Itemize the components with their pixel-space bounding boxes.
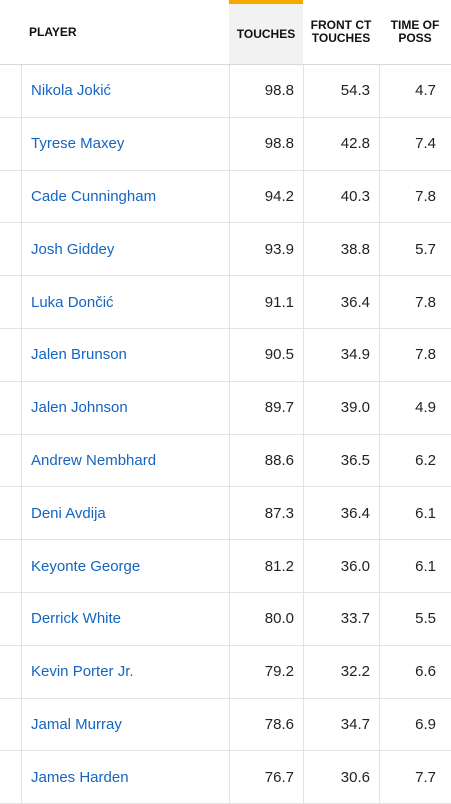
- table-row: Derrick White 80.0 33.7 5.5: [0, 592, 451, 646]
- time-of-poss-value: 6.1: [379, 487, 436, 540]
- front-ct-touches-value: 36.0: [303, 540, 370, 592]
- player-link[interactable]: Andrew Nembhard: [31, 451, 157, 469]
- touches-value: 98.8: [229, 65, 294, 117]
- time-of-poss-value: 6.1: [379, 540, 436, 592]
- table-row: Andrew Nembhard 88.6 36.5 6.2: [0, 434, 451, 488]
- player-link[interactable]: Jamal Murray: [31, 715, 122, 733]
- player-link[interactable]: Cade Cunningham: [31, 187, 157, 205]
- touches-value: 80.0: [229, 592, 294, 645]
- touches-value: 94.2: [229, 170, 294, 223]
- player-link[interactable]: Derrick White: [31, 610, 122, 628]
- time-of-poss-value: 5.5: [379, 592, 436, 645]
- front-ct-touches-value: 32.2: [303, 645, 370, 698]
- front-ct-touches-value: 34.9: [303, 328, 370, 381]
- time-of-poss-value: 7.8: [379, 170, 436, 223]
- player-link[interactable]: Keyonte George: [31, 557, 141, 575]
- touches-value: 87.3: [229, 487, 294, 540]
- touches-value: 88.6: [229, 434, 294, 487]
- touches-value: 90.5: [229, 328, 294, 381]
- front-ct-touches-value: 33.7: [303, 592, 370, 645]
- touches-value: 76.7: [229, 751, 294, 804]
- column-header-player[interactable]: PLAYER: [29, 24, 77, 39]
- touches-value: 89.7: [229, 381, 294, 434]
- player-link[interactable]: Kevin Porter Jr.: [31, 663, 134, 681]
- column-header-touches[interactable]: TOUCHES: [229, 0, 303, 64]
- time-of-poss-value: 7.7: [379, 751, 436, 804]
- player-link[interactable]: Nikola Jokić: [31, 82, 112, 100]
- time-of-poss-value: 6.9: [379, 698, 436, 751]
- time-of-poss-value: 7.4: [379, 117, 436, 170]
- player-link[interactable]: Josh Giddey: [31, 240, 115, 258]
- player-link[interactable]: Deni Avdija: [31, 504, 106, 522]
- table-row: Kevin Porter Jr. 79.2 32.2 6.6: [0, 645, 451, 699]
- touches-value: 91.1: [229, 276, 294, 328]
- table-row: Cade Cunningham 94.2 40.3 7.8: [0, 170, 451, 224]
- player-link[interactable]: Jalen Johnson: [31, 399, 128, 417]
- table-row: Jamal Murray 78.6 34.7 6.9: [0, 698, 451, 752]
- player-link[interactable]: Jalen Brunson: [31, 346, 127, 364]
- front-ct-touches-value: 40.3: [303, 170, 370, 223]
- front-ct-touches-value: 36.4: [303, 276, 370, 328]
- touches-value: 81.2: [229, 540, 294, 592]
- time-of-poss-value: 4.7: [379, 65, 436, 117]
- touches-value: 93.9: [229, 223, 294, 276]
- time-of-poss-value: 4.9: [379, 381, 436, 434]
- time-of-poss-value: 7.8: [379, 328, 436, 381]
- table-row: James Harden 76.7 30.6 7.7: [0, 751, 451, 804]
- table-row: Jalen Johnson 89.7 39.0 4.9: [0, 381, 451, 435]
- front-ct-touches-value: 36.5: [303, 434, 370, 487]
- time-of-poss-value: 6.2: [379, 434, 436, 487]
- front-ct-touches-value: 42.8: [303, 117, 370, 170]
- front-ct-touches-value: 30.6: [303, 751, 370, 804]
- front-ct-touches-value: 36.4: [303, 487, 370, 540]
- table-row: Deni Avdija 87.3 36.4 6.1: [0, 487, 451, 541]
- table-row: Jalen Brunson 90.5 34.9 7.8: [0, 328, 451, 382]
- front-ct-touches-value: 54.3: [303, 65, 370, 117]
- touches-value: 79.2: [229, 645, 294, 698]
- player-link[interactable]: Luka Dončić: [31, 293, 114, 311]
- table-header: PLAYER TOUCHES FRONT CT TOUCHES TIME OF …: [0, 0, 451, 65]
- table-row: Luka Dončić 91.1 36.4 7.8: [0, 276, 451, 329]
- touches-value: 98.8: [229, 117, 294, 170]
- player-link[interactable]: James Harden: [31, 768, 129, 786]
- time-of-poss-value: 7.8: [379, 276, 436, 328]
- front-ct-touches-value: 39.0: [303, 381, 370, 434]
- table-row: Nikola Jokić 98.8 54.3 4.7: [0, 65, 451, 118]
- time-of-poss-value: 6.6: [379, 645, 436, 698]
- front-ct-touches-value: 38.8: [303, 223, 370, 276]
- table-row: Keyonte George 81.2 36.0 6.1: [0, 540, 451, 593]
- player-link[interactable]: Tyrese Maxey: [31, 135, 125, 153]
- time-of-poss-value: 5.7: [379, 223, 436, 276]
- touches-value: 78.6: [229, 698, 294, 751]
- table-row: Josh Giddey 93.9 38.8 5.7: [0, 223, 451, 277]
- column-header-front-ct-touches[interactable]: FRONT CT TOUCHES: [310, 18, 372, 45]
- front-ct-touches-value: 34.7: [303, 698, 370, 751]
- column-header-time-of-poss[interactable]: TIME OF POSS: [390, 18, 440, 45]
- table-row: Tyrese Maxey 98.8 42.8 7.4: [0, 117, 451, 171]
